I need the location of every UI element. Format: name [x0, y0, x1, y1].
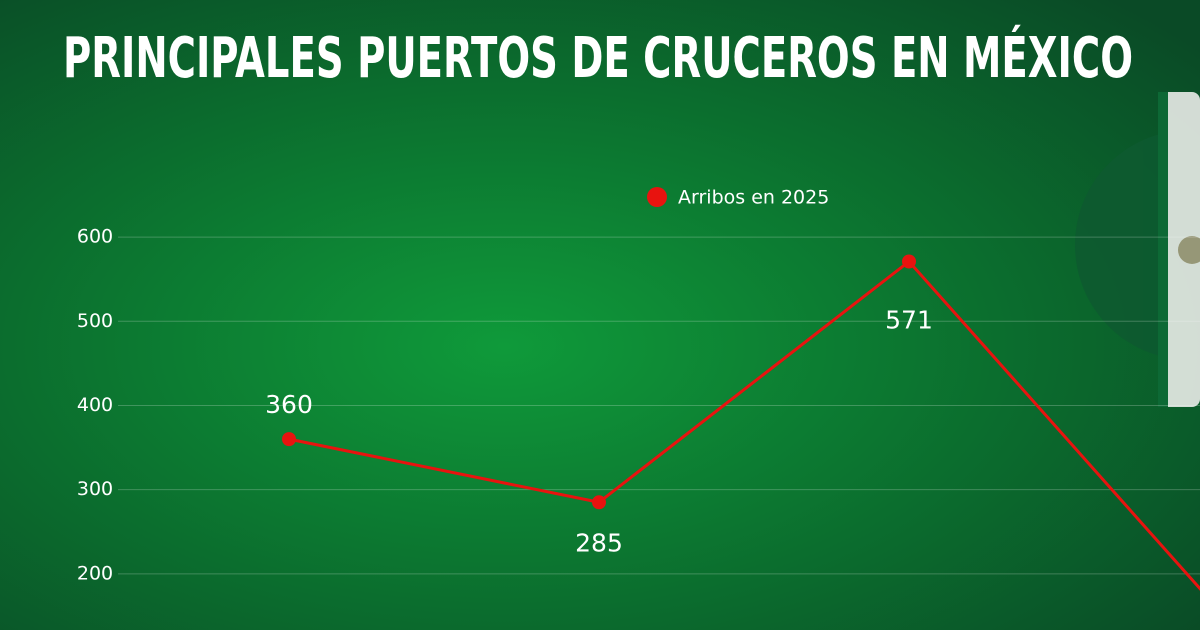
legend-marker [647, 187, 667, 207]
chart-title: PRINCIPALES PUERTOS DE CRUCEROS EN MÉXIC… [63, 25, 1133, 91]
data-point [282, 432, 296, 447]
y-tick-label: 200 [77, 562, 113, 584]
legend-label: Arribos en 2025 [678, 187, 829, 209]
plot-area: 360 285 571 [118, 236, 1200, 591]
data-label: 360 [265, 390, 313, 419]
data-line [288, 259, 1200, 591]
data-point [902, 254, 916, 269]
flag-decoration [1075, 92, 1200, 407]
y-tick-label: 300 [77, 478, 113, 500]
y-tick-label: 600 [77, 226, 113, 248]
y-tick-label: 500 [77, 310, 113, 332]
data-label: 571 [885, 306, 933, 335]
y-tick-label: 400 [77, 394, 113, 416]
data-label: 285 [575, 528, 623, 557]
data-point [592, 495, 606, 510]
